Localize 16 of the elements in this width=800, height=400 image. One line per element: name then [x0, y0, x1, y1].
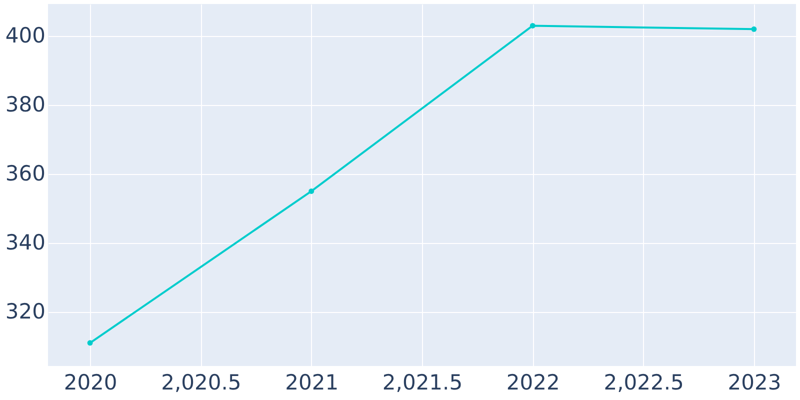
x-tick-label: 2023	[728, 370, 782, 394]
y-tick-label: 380	[5, 92, 46, 117]
x-tick-label: 2,020.5	[161, 370, 242, 394]
y-tick-label: 360	[5, 161, 46, 186]
x-tick-label: 2022	[506, 370, 560, 394]
point	[751, 26, 757, 32]
x-tick-label: 2,021.5	[382, 370, 463, 394]
point	[530, 22, 536, 28]
y-tick-label: 340	[5, 230, 46, 254]
x-tick-label: 2021	[285, 370, 339, 394]
point	[308, 188, 314, 194]
x-tick-label: 2020	[64, 370, 118, 394]
point	[87, 340, 93, 346]
y-tick-label: 400	[5, 24, 46, 48]
x-tick-label: 2,022.5	[604, 370, 684, 394]
y-tick-label: 320	[5, 299, 46, 324]
